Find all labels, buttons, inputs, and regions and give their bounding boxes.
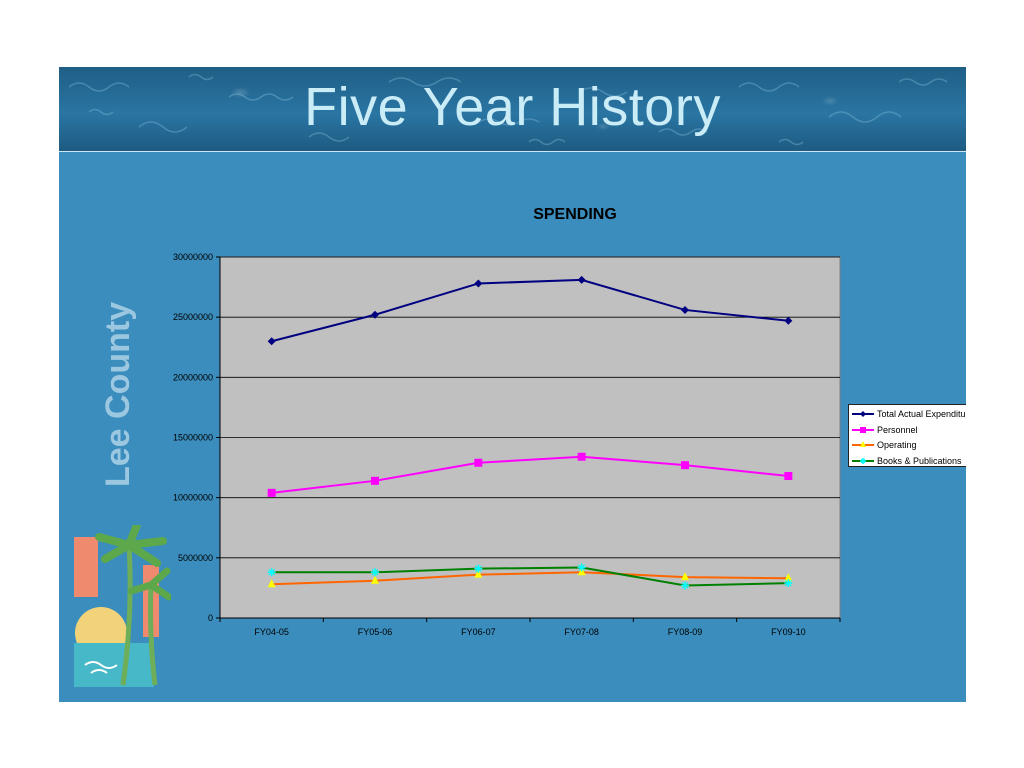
x-axis-ticks: FY04-05 FY05-06 FY06-07 FY07-08 FY08-09 FY09-… — [219, 618, 841, 637]
data-point-marker — [860, 426, 866, 433]
data-point-marker — [267, 579, 276, 588]
series-books-publications — [267, 563, 793, 590]
y-tick-label: 30000000 — [173, 252, 213, 262]
data-point-marker — [474, 458, 483, 467]
data-point-marker — [474, 279, 483, 288]
data-point-marker — [577, 275, 586, 284]
data-point-marker — [371, 568, 379, 577]
data-point-marker — [474, 564, 483, 573]
data-point-marker — [267, 488, 276, 497]
palm-tree-logo — [74, 525, 171, 687]
gridlines — [220, 256, 840, 559]
series-line — [271, 566, 789, 587]
data-point-marker — [860, 441, 866, 447]
legend-swatch — [852, 457, 874, 464]
legend-swatch — [852, 411, 874, 417]
legend-label: Personnel — [877, 424, 918, 435]
data-point-marker — [371, 575, 379, 584]
data-point-marker — [577, 563, 586, 572]
legend: Total Actual Expenditures Personnel Operat… — [848, 404, 966, 467]
legend-label: Operating — [877, 440, 917, 450]
data-point-marker — [267, 337, 276, 346]
x-tick-label: FY07-08 — [564, 627, 599, 637]
title-banner: Five Year History — [59, 67, 966, 152]
y-tick-label: 10000000 — [173, 493, 213, 503]
data-point-marker — [371, 310, 379, 319]
y-tick-label: 0 — [208, 613, 213, 623]
series-line — [271, 571, 789, 586]
x-tick-label: FY04-05 — [254, 627, 289, 637]
data-point-marker — [681, 305, 689, 314]
data-point-marker — [267, 568, 276, 577]
y-axis-ticks: 0 5000000 10000000 15000000 20000000 25000000… — [173, 252, 220, 623]
y-tick-label: 25000000 — [173, 312, 213, 322]
y-tick-label: 20000000 — [173, 372, 213, 382]
x-tick-label: FY09-10 — [771, 627, 806, 637]
legend-label: Total Actual Expenditures — [877, 409, 966, 419]
data-point-marker — [681, 572, 689, 581]
legend-item: Total Actual Expenditures — [852, 407, 966, 421]
legend-item: Books & Publications — [852, 454, 962, 468]
series-line — [271, 455, 789, 494]
data-point-marker — [784, 573, 793, 582]
series-personnel — [267, 452, 793, 497]
data-point-marker — [474, 569, 483, 578]
y-tick-label: 5000000 — [178, 553, 213, 563]
data-point-marker — [784, 472, 793, 481]
y-tick-label: 15000000 — [173, 433, 213, 443]
data-point-marker — [577, 452, 586, 461]
slide-title: Five Year History — [304, 77, 721, 137]
x-tick-label: FY06-07 — [461, 627, 496, 637]
legend-swatch — [852, 441, 874, 447]
data-point-marker — [371, 476, 379, 485]
spending-chart: SPENDING 0 5000000 10000000 15000000 2000000… — [173, 206, 841, 637]
data-point-marker — [784, 316, 793, 325]
legend-item: Personnel — [852, 423, 918, 437]
data-point-marker — [784, 579, 793, 588]
x-tick-label: FY08-09 — [668, 627, 703, 637]
series-total-actual-expenditures — [267, 275, 793, 346]
series-line — [271, 278, 789, 343]
water-droplet-texture — [68, 73, 948, 146]
legend-item: Operating — [852, 438, 917, 452]
data-point-marker — [681, 461, 689, 470]
banner-divider — [59, 151, 966, 152]
chart-title: SPENDING — [533, 206, 617, 223]
series-group — [267, 275, 793, 590]
data-point-marker — [860, 457, 866, 464]
legend-swatch — [852, 426, 874, 433]
series-operating — [267, 567, 793, 588]
x-tick-label: FY05-06 — [358, 627, 393, 637]
data-point-marker — [681, 581, 689, 590]
legend-label: Books & Publications — [877, 455, 962, 466]
data-point-marker — [860, 411, 866, 417]
